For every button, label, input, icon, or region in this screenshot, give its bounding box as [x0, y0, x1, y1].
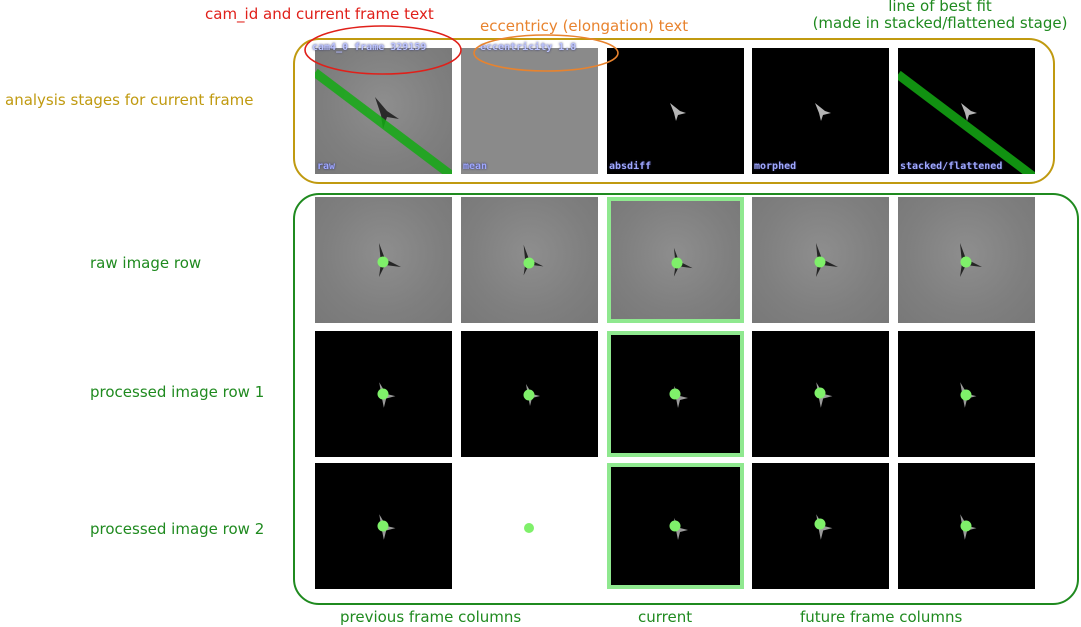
stage-label-stacked: stacked/flattened	[900, 161, 1003, 172]
processed1-frame-5	[898, 331, 1035, 457]
best-fit-annotation: line of best fit (made in stacked/flatte…	[790, 0, 1081, 32]
processed1-frame-4	[752, 331, 889, 457]
stage-label-absdiff: absdiff	[609, 161, 652, 172]
best-fit-line	[315, 68, 452, 174]
analysis-stages-annotation: analysis stages for current frame	[5, 91, 254, 109]
stages-outline	[293, 38, 1055, 184]
centroid-dot	[377, 256, 389, 268]
raw-row-frame-2	[461, 197, 598, 323]
eccentricity-overlay: eccentricity 1.8	[480, 42, 577, 53]
centroid-dot	[960, 389, 972, 401]
processed2-frame-current	[607, 463, 744, 589]
processed2-frame-1	[315, 463, 452, 589]
centroid-dot	[814, 518, 826, 530]
stage-stacked-thumb: stacked/flattened	[898, 48, 1035, 174]
future-columns-annotation: future frame columns	[800, 608, 963, 626]
raw-row-frame-5	[898, 197, 1035, 323]
processed2-frame-2	[461, 463, 598, 589]
grid-outline	[293, 193, 1079, 605]
processed2-frame-4	[752, 463, 889, 589]
stage-absdiff-thumb: absdiff	[607, 48, 744, 174]
centroid-dot	[960, 256, 972, 268]
processed1-frame-2	[461, 331, 598, 457]
previous-columns-annotation: previous frame columns	[340, 608, 522, 626]
stage-raw-thumb: raw	[315, 48, 452, 174]
processed1-frame-current	[607, 331, 744, 457]
stage-label-morphed: morphed	[754, 161, 797, 172]
centroid-dot	[523, 257, 535, 269]
stage-label-raw: raw	[317, 161, 336, 172]
processed2-frame-5	[898, 463, 1035, 589]
raw-row-frame-1	[315, 197, 452, 323]
processed-row-2-annotation: processed image row 2	[90, 520, 265, 538]
centroid-dot	[814, 387, 826, 399]
stage-mean-thumb: mean	[461, 48, 598, 174]
centroid-dot	[377, 388, 389, 400]
raw-row-annotation: raw image row	[90, 254, 202, 272]
centroid-dot	[377, 520, 389, 532]
raw-row-frame-current	[607, 197, 744, 323]
cam-text-annotation: cam_id and current frame text	[205, 5, 434, 23]
best-fit-line1: line of best fit	[888, 0, 992, 15]
centroid-dot	[814, 256, 826, 268]
stage-label-mean: mean	[463, 161, 488, 172]
centroid-dot	[523, 389, 535, 401]
centroid-dot	[671, 257, 683, 269]
centroid-dot	[669, 388, 681, 400]
stage-morphed-thumb: morphed	[752, 48, 889, 174]
processed1-frame-1	[315, 331, 452, 457]
best-fit-line-stacked	[898, 70, 1035, 174]
cam-frame-overlay: cam4_0 frame 329159	[312, 42, 427, 53]
processed-row-1-annotation: processed image row 1	[90, 383, 265, 401]
current-column-annotation: current	[638, 608, 693, 626]
centroid-dot	[960, 520, 972, 532]
centroid-dot	[669, 520, 681, 532]
centroid-dot	[524, 523, 534, 533]
eccentricity-annotation: eccentricy (elongation) text	[480, 17, 689, 35]
best-fit-line2: (made in stacked/flattened stage)	[812, 14, 1068, 32]
raw-row-frame-4	[752, 197, 889, 323]
